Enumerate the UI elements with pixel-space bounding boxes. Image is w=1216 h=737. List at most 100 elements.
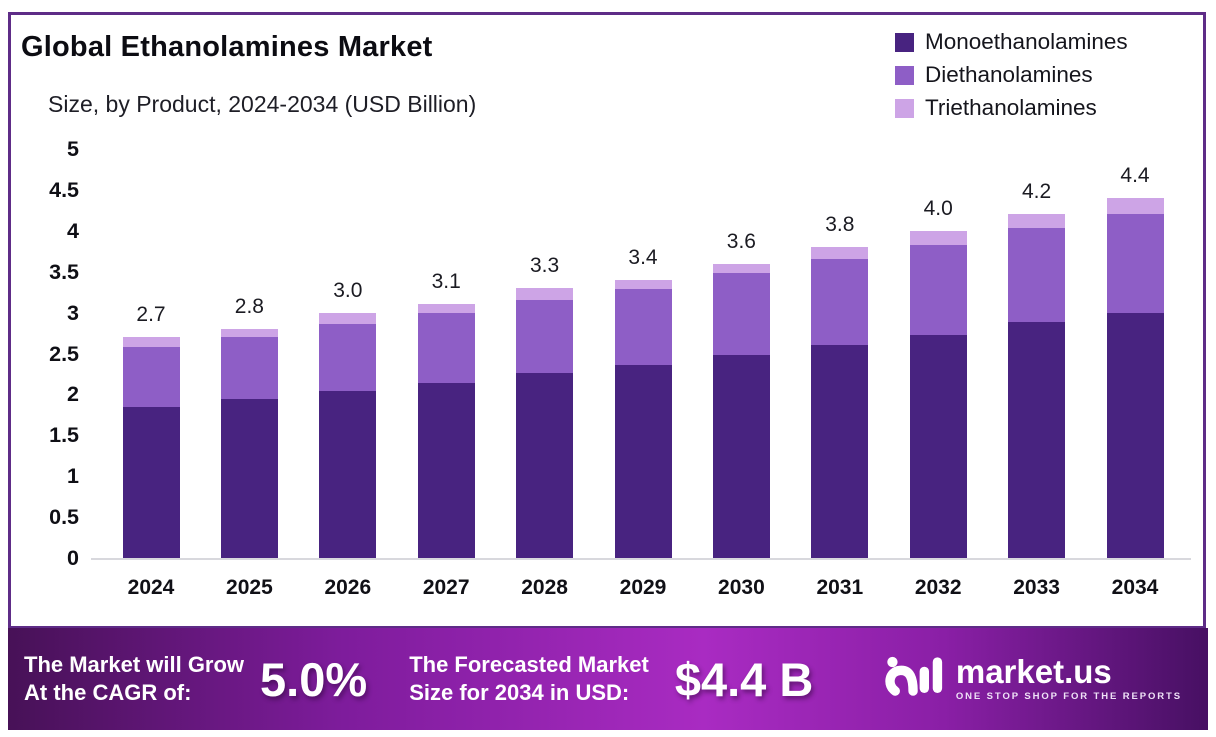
bar-group-2027: 3.1 2027 (417, 270, 475, 599)
legend-swatch (895, 98, 914, 118)
legend-swatch (895, 32, 914, 52)
bar-segment (516, 373, 574, 558)
bar-segment (1008, 228, 1066, 323)
bar-group-2029: 3.4 2029 (614, 246, 672, 599)
bar-total-label: 4.4 (1120, 164, 1150, 188)
bar-segment (122, 346, 180, 407)
bar-segment (319, 312, 377, 325)
brand-tagline: ONE STOP SHOP FOR THE REPORTS (955, 690, 1182, 702)
bar-segment (909, 334, 967, 558)
bar-group-2030: 3.6 2030 (712, 230, 770, 599)
cagr-value: 5.0% (260, 652, 368, 706)
bar-total-label: 2.7 (136, 303, 166, 327)
bar-segment (712, 355, 770, 558)
footer-banner: The Market will Grow At the CAGR of: 5.0… (8, 628, 1208, 730)
bar-segment (614, 279, 672, 289)
bar-segment (220, 399, 278, 558)
forecast-caption: The Forecasted Market Size for 2034 in U… (409, 651, 649, 707)
x-axis-line (91, 557, 1191, 560)
bar-total-label: 3.4 (628, 245, 658, 269)
legend-item: Diethanolamines (895, 62, 1128, 88)
bar-segment (1008, 322, 1066, 558)
marketus-logo: market.us ONE STOP SHOP FOR THE REPORTS (884, 653, 1182, 706)
x-tick-label: 2025 (226, 576, 273, 599)
bar-segment (417, 312, 475, 383)
legend: Monoethanolamines Diethanolamines Triethan… (895, 29, 1128, 121)
bar-segment (909, 244, 967, 335)
bar-group-2028: 3.3 2028 (516, 254, 574, 599)
x-tick-label: 2029 (619, 576, 667, 599)
bar-group-2033: 4.2 2033 (1008, 180, 1066, 599)
bar-total-label: 3.6 (726, 229, 756, 253)
bar-segment (220, 328, 278, 338)
forecast-caption-line1: The Forecasted Market (409, 652, 649, 677)
cagr-caption: The Market will Grow At the CAGR of: (24, 651, 244, 707)
legend-label: Triethanolamines (925, 95, 1097, 120)
bar-group-2024: 2.7 2024 (122, 303, 180, 599)
bar-segment (319, 391, 377, 558)
y-axis: 5 4.5 4 3.5 3 2.5 2 1.5 1 0.5 0 (15, 137, 79, 570)
bar-total-label: 3.8 (825, 213, 855, 237)
bar-segment (319, 324, 377, 392)
marketus-logo-icon (884, 653, 944, 706)
bar-group-2034: 4.4 2034 (1106, 164, 1164, 599)
x-tick-label: 2032 (914, 576, 962, 599)
bar-segment (712, 273, 770, 356)
bar-segment (614, 288, 672, 365)
forecast-value: $4.4 B (674, 652, 814, 706)
plot-area: 2.7 2024 2.8 2025 3.0 2026 3.1 2027 3.3 2028 3.4 20… (91, 149, 1191, 599)
bar-total-label: 4.2 (1021, 180, 1052, 204)
x-tick-label: 2034 (1111, 576, 1159, 599)
bar-segment (1106, 214, 1164, 313)
legend-item: Monoethanolamines (895, 29, 1128, 55)
bar-segment (122, 406, 180, 558)
x-tick-label: 2024 (127, 576, 175, 599)
x-tick-label: 2033 (1013, 576, 1060, 599)
x-tick-label: 2031 (816, 576, 864, 599)
y-tick-label: 1 (67, 464, 79, 489)
chart-subtitle: Size, by Product, 2024-2034 (USD Billion… (48, 91, 477, 117)
bar-segment (417, 304, 475, 313)
bar-segment (1106, 312, 1164, 558)
bar-total-label: 3.0 (333, 278, 363, 302)
y-tick-label: 0.5 (49, 505, 79, 530)
bar-segment (811, 259, 869, 346)
brand-text-block: market.us ONE STOP SHOP FOR THE REPORTS (955, 655, 1182, 702)
bar-segment (614, 364, 672, 558)
legend-label: Diethanolamines (925, 62, 1093, 87)
bar-segment (417, 382, 475, 558)
bar-segment (1008, 214, 1066, 229)
y-tick-label: 3.5 (49, 259, 79, 284)
y-tick-label: 1.5 (49, 423, 79, 448)
bar-group-2026: 3.0 2026 (319, 279, 377, 599)
x-tick-label: 2028 (521, 576, 568, 599)
y-tick-label: 0 (67, 546, 79, 570)
bar-total-label: 3.1 (431, 270, 461, 294)
cagr-caption-line1: The Market will Grow (24, 652, 245, 677)
y-tick-label: 4.5 (49, 177, 79, 202)
x-tick-label: 2026 (324, 576, 372, 599)
x-tick-label: 2027 (422, 576, 470, 599)
bar-group-2025: 2.8 2025 (220, 295, 278, 599)
bar-segment (811, 345, 869, 558)
chart-title: Global Ethanolamines Market (21, 31, 433, 63)
chart-panel: Global Ethanolamines Market Size, by Pro… (8, 12, 1206, 629)
bar-segment (712, 263, 770, 274)
y-tick-label: 2.5 (49, 341, 79, 366)
bar-total-label: 3.3 (529, 254, 560, 278)
bar-group-2032: 4.0 2032 (909, 197, 967, 599)
bar-segment (122, 337, 180, 347)
bar-segment (1106, 198, 1164, 215)
y-tick-label: 2 (67, 382, 79, 407)
x-tick-label: 2030 (718, 576, 765, 599)
legend-swatch (895, 65, 914, 85)
legend-label: Monoethanolamines (925, 29, 1128, 54)
bar-total-label: 2.8 (234, 294, 264, 318)
cagr-caption-line2: At the CAGR of: (24, 680, 192, 705)
bar-segment (220, 337, 278, 400)
bar-total-label: 4.0 (923, 196, 953, 220)
y-tick-label: 5 (67, 137, 79, 161)
brand-name: market.us (955, 652, 1112, 690)
bar-group-2031: 3.8 2031 (811, 213, 869, 599)
